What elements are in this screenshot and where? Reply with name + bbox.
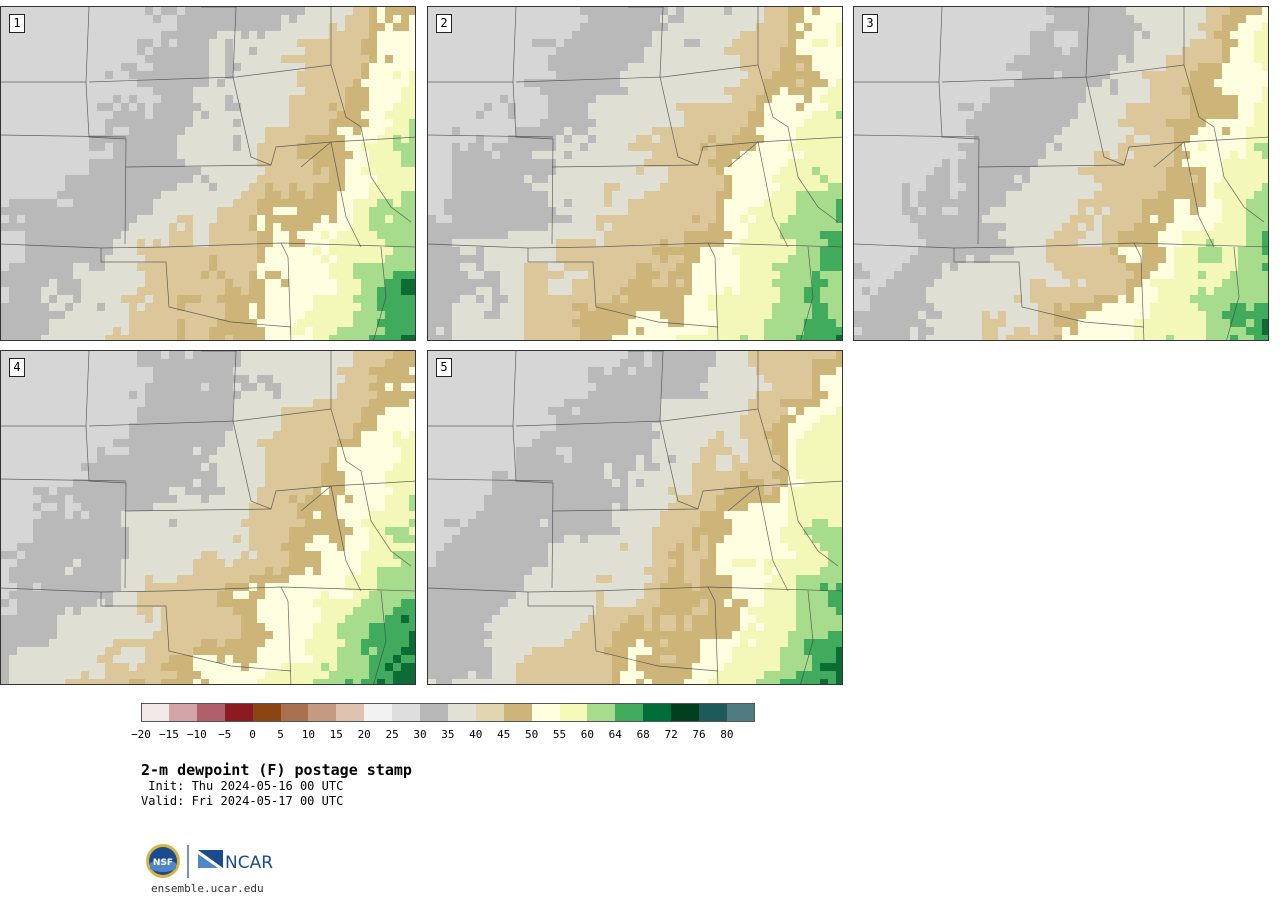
colorbar-frame [141, 703, 755, 722]
dewpoint-map-3 [854, 7, 1268, 340]
valid-time: Valid: Fri 2024-05-17 00 UTC [141, 794, 344, 808]
nsf-ncar-logos: NSF NCAR [146, 844, 273, 878]
nsf-logo-text: NSF [153, 858, 173, 868]
map-title: 2-m dewpoint (F) postage stamp [141, 761, 412, 779]
colorbar-tick-label: −15 [158, 728, 179, 741]
colorbar-swatch [559, 703, 588, 722]
colorbar-swatch [531, 703, 560, 722]
panel-number-1: 1 [9, 14, 25, 33]
colorbar-swatch [364, 703, 393, 722]
dewpoint-map-1 [1, 7, 415, 340]
colorbar-swatch [503, 703, 533, 722]
colorbar-swatch [699, 703, 728, 722]
site-url: ensemble.ucar.edu [151, 882, 264, 895]
colorbar-swatch [196, 703, 226, 722]
colorbar-swatch [615, 703, 644, 722]
colorbar-swatch [671, 703, 700, 722]
colorbar-tick-label: 35 [441, 728, 455, 741]
map-panel-2: 2 [427, 6, 843, 341]
colorbar-swatch [308, 703, 337, 722]
colorbar-swatch [252, 703, 281, 722]
colorbar-swatch [168, 703, 198, 722]
colorbar-tick-label: 76 [692, 728, 706, 741]
ncar-logo-icon: NCAR [198, 850, 273, 873]
colorbar-tick-label: 55 [552, 728, 567, 741]
colorbar-tick-label: −10 [186, 728, 207, 741]
colorbar-tick-label: 72 [664, 728, 678, 741]
colorbar-swatch [643, 703, 672, 722]
colorbar-tick-label: 10 [301, 728, 316, 741]
panel-number-3: 3 [862, 14, 878, 33]
colorbar-tick-label: 15 [329, 728, 343, 741]
panel-number-2: 2 [436, 14, 452, 33]
colorbar-swatch [475, 703, 505, 722]
colorbar-tick-label: 20 [357, 728, 371, 741]
panel-number-5: 5 [436, 358, 452, 377]
colorbar-swatch [280, 703, 309, 722]
colorbar-tick-label: 64 [608, 728, 622, 741]
colorbar-swatch [392, 703, 421, 722]
map-panel-5: 5 [427, 350, 843, 685]
map-panel-1: 1 [0, 6, 416, 341]
colorbar-tick-label: 25 [385, 728, 399, 741]
dewpoint-map-5 [428, 351, 842, 684]
colorbar-tick-label: 0 [249, 728, 256, 741]
colorbar-swatch [587, 703, 616, 722]
colorbar-tick-label: −5 [218, 728, 232, 741]
colorbar-swatch [447, 703, 477, 722]
init-time: Init: Thu 2024-05-16 00 UTC [141, 779, 344, 793]
ncar-logo-text: NCAR [225, 853, 273, 873]
colorbar-tick-label: 50 [524, 728, 539, 741]
colorbar-tick-label: 5 [277, 728, 284, 741]
dewpoint-map-4 [1, 351, 415, 684]
colorbar-tick-label: 68 [636, 728, 650, 741]
colorbar-tick-label: 30 [413, 728, 427, 741]
colorbar-swatch [420, 703, 449, 722]
colorbar-tick-label: 45 [497, 728, 511, 741]
colorbar-swatch [224, 703, 254, 722]
nsf-logo-icon: NSF [146, 844, 180, 878]
map-panel-4: 4 [0, 350, 416, 685]
dewpoint-map-2 [428, 7, 842, 340]
colorbar-tick-label: 80 [720, 728, 734, 741]
colorbar-swatch [141, 703, 170, 722]
colorbar-tick-label: 60 [580, 728, 595, 741]
map-panel-3: 3 [853, 6, 1269, 341]
colorbar-swatch [726, 703, 756, 722]
colorbar-tick-label: 40 [469, 728, 483, 741]
colorbar-swatch [336, 703, 365, 722]
colorbar-tick-label: −20 [131, 728, 151, 741]
panel-number-4: 4 [9, 358, 25, 377]
